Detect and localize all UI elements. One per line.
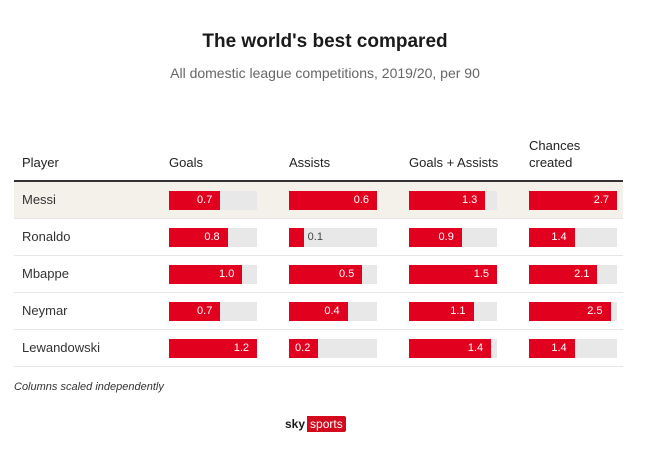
bar-assists <box>289 302 348 321</box>
bar-value-label: 1.3 <box>461 194 478 206</box>
bar-chances <box>529 265 598 284</box>
bar-cell-goals: 0.7 <box>169 191 257 210</box>
bar-chances <box>529 228 575 247</box>
bar-track <box>289 228 377 247</box>
comparison-table: Player Goals Assists Goals + Assists Chances… <box>14 134 623 367</box>
bar-value-label: 0.4 <box>324 305 340 317</box>
bar-goals <box>169 339 257 358</box>
table-header: Player Goals Assists Goals + Assists Chances… <box>14 134 623 182</box>
player-name: Messi <box>22 192 56 207</box>
bar-value-label: 2.1 <box>574 268 590 280</box>
bar-cell-chances: 2.7 <box>529 191 617 210</box>
table-row: Neymar 0.7 0.4 1.1 2.5 <box>14 293 623 330</box>
bar-goals-assists <box>409 191 486 210</box>
chart-subtitle: All domestic league competitions, 2019/2… <box>170 65 480 81</box>
table-row: Messi 0.7 0.6 1.3 2.7 <box>14 182 623 219</box>
bar-cell-assists: 0.5 <box>289 265 377 284</box>
bar-value-label: 1.0 <box>219 268 235 280</box>
bar-cell-assists: 0.2 <box>289 339 377 358</box>
bar-cell-chances: 1.4 <box>529 228 617 247</box>
chart-title: The world's best compared <box>202 31 448 52</box>
bar-cell-goals: 1.0 <box>169 265 257 284</box>
bar-assists <box>289 191 377 210</box>
bar-goals-assists <box>409 265 497 284</box>
bar-value-label: 0.9 <box>438 231 454 243</box>
scaling-note: Columns scaled independently <box>14 381 164 393</box>
sky-sports-logo: sky sports <box>285 416 346 432</box>
bar-cell-assists: 0.6 <box>289 191 377 210</box>
bar-assists <box>289 339 319 358</box>
bar-goals-assists <box>409 339 492 358</box>
column-header-assists: Assists <box>289 155 331 170</box>
bar-cell-assists: 0.4 <box>289 302 377 321</box>
bar-cell-goals-assists: 0.9 <box>409 228 497 247</box>
bar-value-label: 0.2 <box>295 342 311 354</box>
column-header-goals-assists: Goals + Assists <box>409 155 499 170</box>
table-row: Lewandowski 1.2 0.2 1.4 1.4 <box>14 330 623 367</box>
bar-cell-chances: 2.1 <box>529 265 617 284</box>
column-header-player: Player <box>22 155 59 170</box>
bar-goals-assists <box>409 302 474 321</box>
bar-cell-goals: 1.2 <box>169 339 257 358</box>
bar-cell-goals-assists: 1.4 <box>409 339 497 358</box>
bar-cell-goals-assists: 1.5 <box>409 265 497 284</box>
bar-value-label: 0.7 <box>197 194 213 206</box>
bar-goals <box>169 265 243 284</box>
player-name: Neymar <box>22 303 68 318</box>
bar-chances <box>529 302 611 321</box>
bar-cell-chances: 1.4 <box>529 339 617 358</box>
table-row: Mbappe 1.0 0.5 1.5 2.1 <box>14 256 623 293</box>
bar-cell-chances: 2.5 <box>529 302 617 321</box>
bar-value-label: 1.4 <box>551 342 567 354</box>
bar-value-label: 0.5 <box>339 268 355 280</box>
bar-chances <box>529 191 617 210</box>
bar-goals <box>169 228 228 247</box>
bar-cell-assists: 0.1 <box>289 228 377 247</box>
bar-value-label: 1.5 <box>473 268 489 280</box>
bar-value-label: 2.7 <box>593 194 609 206</box>
bar-value-label: 0.8 <box>204 231 220 243</box>
bar-value-label: 0.7 <box>197 305 213 317</box>
bar-cell-goals-assists: 1.1 <box>409 302 497 321</box>
player-name: Lewandowski <box>22 340 101 355</box>
bar-value-label: 1.4 <box>551 231 567 243</box>
bar-goals <box>169 191 221 210</box>
column-header-chances: Chances created <box>529 138 581 170</box>
logo-sports-text: sports <box>307 416 346 432</box>
bar-cell-goals: 0.8 <box>169 228 257 247</box>
bar-goals-assists <box>409 228 462 247</box>
bar-cell-goals-assists: 1.3 <box>409 191 497 210</box>
bar-cell-goals: 0.7 <box>169 302 257 321</box>
bar-value-label: 0.6 <box>353 194 369 206</box>
table-row: Ronaldo 0.8 0.1 0.9 1.4 <box>14 219 623 256</box>
bar-value-label: 0.1 <box>307 231 323 243</box>
player-name: Mbappe <box>22 266 69 281</box>
bar-assists <box>289 265 363 284</box>
bar-value-label: 1.1 <box>450 305 466 317</box>
bar-value-label: 1.4 <box>467 342 484 354</box>
bar-chances <box>529 339 575 358</box>
bar-value-label: 2.5 <box>587 305 603 317</box>
bar-assists <box>289 228 304 247</box>
bar-goals <box>169 302 221 321</box>
column-header-goals: Goals <box>169 155 203 170</box>
bar-value-label: 1.2 <box>233 342 249 354</box>
player-name: Ronaldo <box>22 229 71 244</box>
logo-sky-text: sky <box>285 416 308 432</box>
